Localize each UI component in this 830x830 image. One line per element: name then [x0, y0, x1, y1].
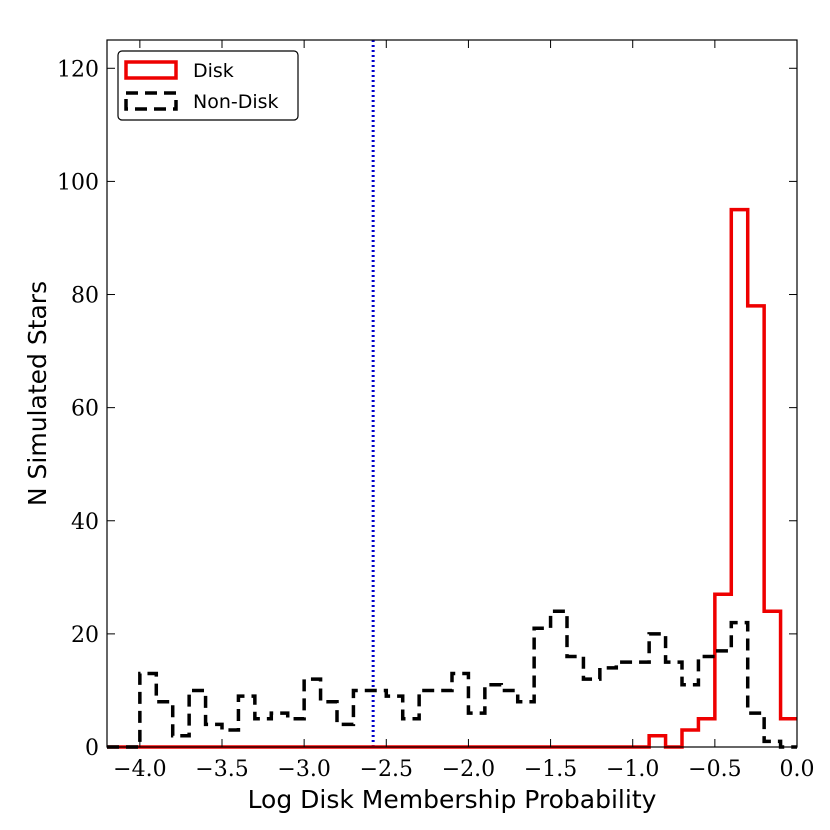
y-axis-title: N Simulated Stars — [23, 281, 52, 506]
x-tick-label: −4.0 — [113, 757, 166, 782]
x-axis-title: Log Disk Membership Probability — [248, 785, 657, 814]
series-non-disk-line — [107, 609, 797, 749]
y-tick-label: 100 — [57, 170, 99, 195]
y-tick-label: 80 — [71, 284, 99, 309]
x-tick-label: −0.5 — [688, 757, 741, 782]
x-tick-label: −1.5 — [524, 757, 577, 782]
y-tick-label: 0 — [85, 736, 99, 761]
y-tick-label: 40 — [71, 510, 99, 535]
legend: Disk Non-Disk — [117, 50, 299, 121]
y-tick-label: 120 — [57, 57, 99, 82]
x-tick-label: −1.0 — [606, 757, 659, 782]
x-tick-label: −3.0 — [277, 757, 330, 782]
x-tick-label: −2.0 — [442, 757, 495, 782]
x-tick-label: 0.0 — [780, 757, 815, 782]
legend-box — [117, 50, 299, 121]
y-tick-label: 60 — [71, 397, 99, 422]
plot-frame — [106, 39, 798, 748]
axes-group: −4.0 −3.5 −3.0 −2.5 −2.0 −1.5 −1.0 −0.5 0.0 0 20 40… — [57, 39, 815, 782]
series-group — [107, 207, 797, 749]
x-tick-label: −3.5 — [195, 757, 248, 782]
series-disk-line — [107, 207, 797, 749]
legend-label: Non-Disk — [193, 91, 279, 113]
y-tick-label: 20 — [71, 623, 99, 648]
legend-label: Disk — [193, 60, 234, 82]
legend-swatch — [124, 60, 178, 80]
x-tick-label: −2.5 — [360, 757, 413, 782]
legend-swatch — [124, 91, 178, 111]
